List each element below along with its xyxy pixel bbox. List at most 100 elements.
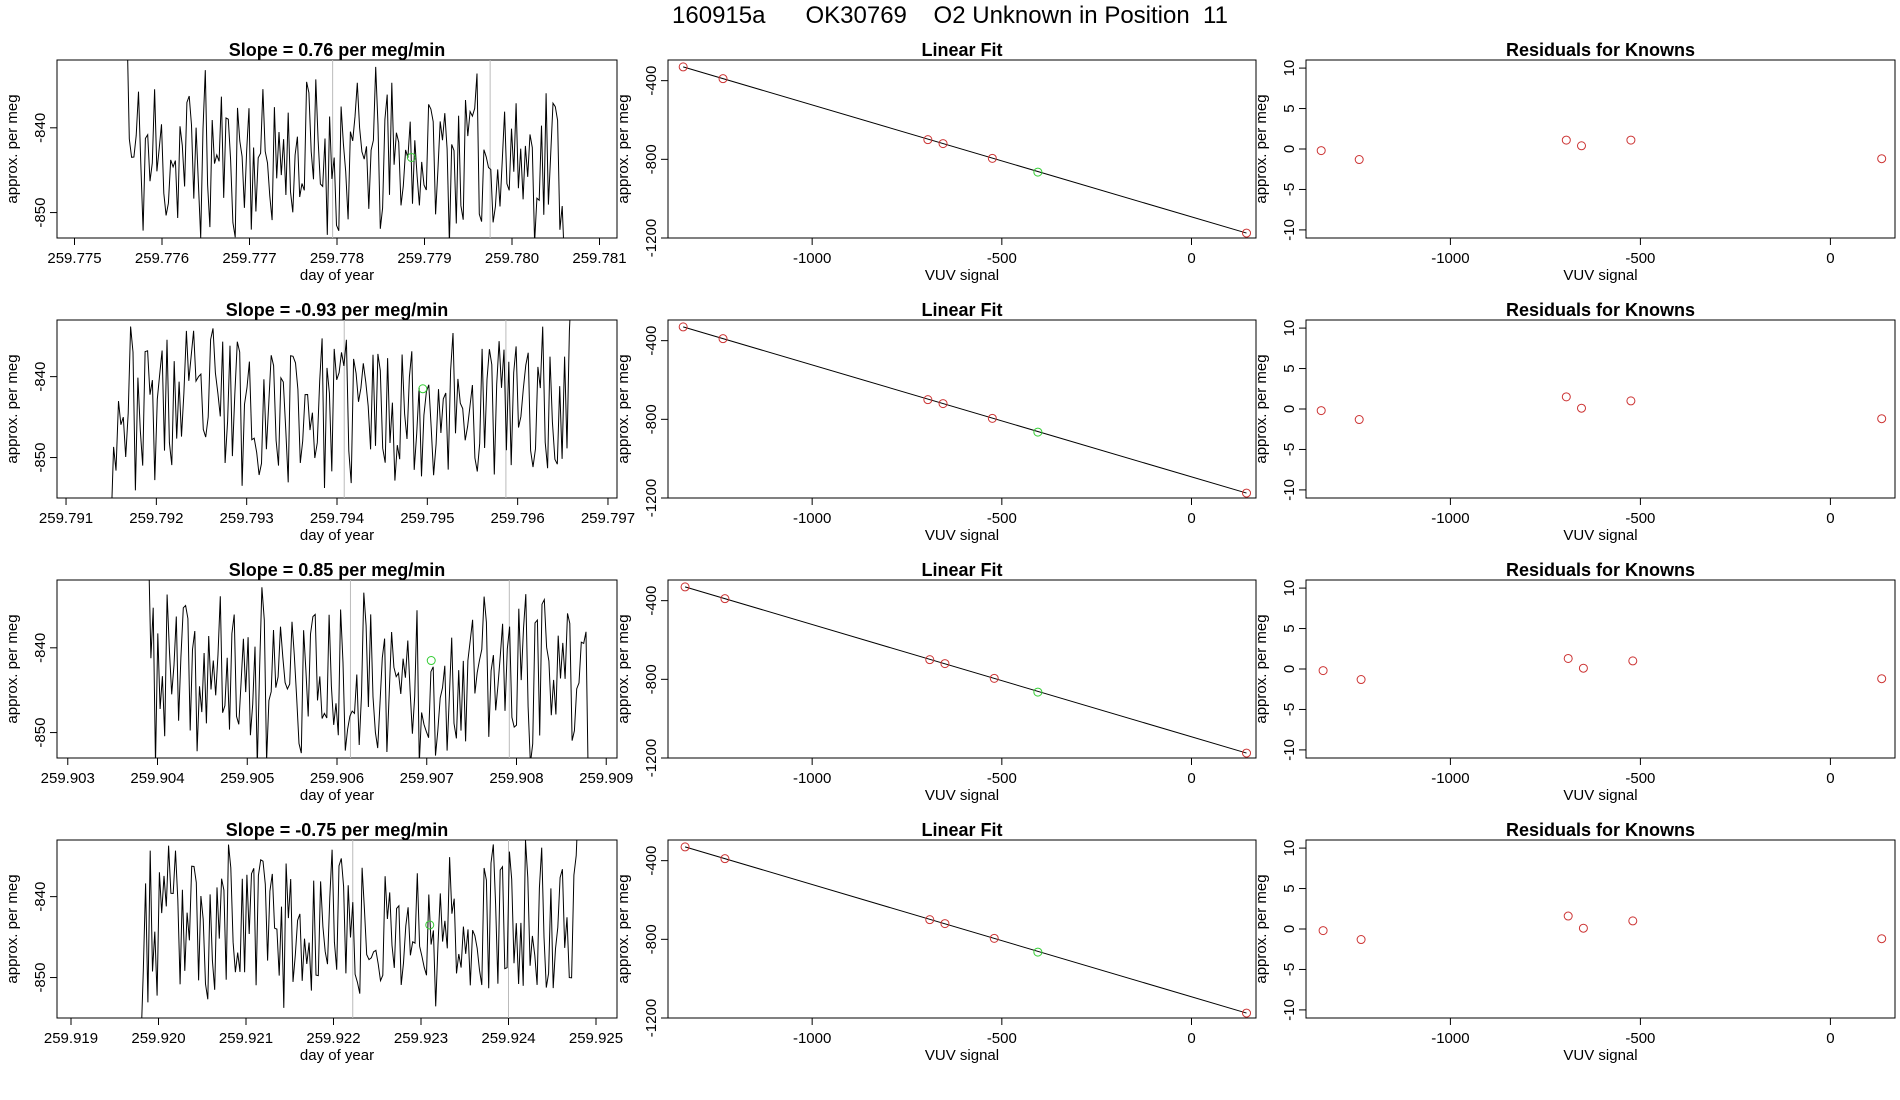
plot-frame (56, 319, 618, 499)
y-tick-label: -10 (1281, 219, 1298, 241)
known-point (923, 135, 933, 145)
unknown-point (1033, 947, 1043, 957)
x-tick-label: 259.919 (44, 1030, 98, 1047)
fit-line (684, 846, 1247, 1014)
x-tick-label: 0 (1826, 770, 1834, 787)
panel-timeseries-row4: Slope = -0.75 per meg/min 259.919 259.920 2… (4, 820, 623, 1064)
plot-data (680, 582, 1252, 758)
known-point (680, 582, 690, 592)
x-tick-label: -1000 (793, 250, 831, 267)
x-tick-label: 0 (1826, 510, 1834, 527)
x-tick-label: -500 (987, 250, 1017, 267)
panel-residuals-row3: Residuals for Knowns -1000 -500 0 VUV signal… (1253, 560, 1896, 804)
unknown-point (426, 656, 436, 666)
plot-frame (56, 59, 618, 239)
fit-line (683, 66, 1247, 234)
x-tick-label: 0 (1187, 770, 1195, 787)
known-point (925, 915, 935, 925)
x-tick-label: 259.925 (569, 1030, 623, 1047)
signal-trace (111, 320, 571, 498)
residual-point (1626, 135, 1636, 145)
x-tick-label: 259.792 (129, 510, 183, 527)
x-tick-label: 259.909 (579, 770, 633, 787)
chart-title: Linear Fit (921, 40, 1002, 60)
x-axis-label: day of year (300, 527, 374, 544)
panel-timeseries-row2: Slope = -0.93 per meg/min 259.791 259.792 2… (4, 300, 635, 544)
plot-data (141, 840, 578, 1018)
x-tick-label: 259.903 (41, 770, 95, 787)
x-tick-label: 259.777 (222, 250, 276, 267)
residual-point (1316, 406, 1326, 416)
x-tick-label: -500 (1625, 250, 1655, 267)
plot-data (1318, 911, 1887, 945)
y-tick-label: -400 (643, 326, 660, 356)
x-tick-label: 259.794 (310, 510, 364, 527)
x-tick-label: -500 (1625, 770, 1655, 787)
y-tick-label: -1200 (643, 219, 660, 257)
residual-point (1877, 674, 1887, 684)
x-tick-label: 259.922 (306, 1030, 360, 1047)
known-point (940, 659, 950, 669)
panel-linear-fit-row2: Linear Fit -1000 -500 0 VUV signal -400 -800 -1… (615, 300, 1257, 544)
x-tick-label: 259.778 (310, 250, 364, 267)
y-tick-label: -10 (1281, 739, 1298, 761)
y-axis-label: approx. per meg (1253, 614, 1270, 723)
y-tick-label: -800 (643, 664, 660, 694)
y-tick-label: -800 (643, 924, 660, 954)
y-tick-label: -10 (1281, 999, 1298, 1021)
unknown-point (406, 152, 416, 162)
plot-frame (1305, 59, 1896, 239)
fit-line (683, 326, 1247, 494)
page-title: 160915a OK30769 O2 Unknown in Position 1… (672, 2, 1228, 29)
y-tick-label: -840 (32, 633, 49, 663)
y-tick-label: -400 (643, 846, 660, 876)
y-tick-label: -800 (643, 404, 660, 434)
y-tick-label: 10 (1281, 840, 1298, 857)
x-tick-label: -1000 (1431, 250, 1469, 267)
panel-timeseries-row1: Slope = 0.76 per meg/min 259.775 259.776 25… (4, 40, 627, 284)
y-tick-label: -840 (32, 362, 49, 392)
plot-data (1316, 135, 1887, 165)
x-tick-label: -500 (987, 770, 1017, 787)
y-tick-label: -5 (1281, 183, 1298, 196)
residual-point (1628, 916, 1638, 926)
y-axis-label: approx. per meg (615, 94, 632, 203)
plot-data (678, 322, 1252, 498)
chart-title: Residuals for Knowns (1506, 40, 1695, 60)
y-tick-label: -400 (643, 66, 660, 96)
known-point (940, 919, 950, 929)
x-tick-label: -500 (1625, 510, 1655, 527)
y-tick-label: -850 (32, 198, 49, 228)
y-axis-label: approx. per meg (4, 94, 21, 203)
x-tick-label: -1000 (793, 770, 831, 787)
y-tick-label: 0 (1281, 405, 1298, 413)
chart-title: Slope = 0.76 per meg/min (229, 40, 446, 60)
residual-point (1577, 403, 1586, 413)
x-tick-label: 259.796 (491, 510, 545, 527)
x-tick-label: 259.904 (130, 770, 184, 787)
chart-title: Residuals for Knowns (1506, 300, 1695, 320)
residual-point (1318, 666, 1328, 676)
x-axis-label: VUV signal (925, 787, 999, 804)
plot-frame (667, 319, 1257, 499)
unknown-point (418, 384, 428, 394)
residual-point (1578, 663, 1588, 673)
x-axis-label: VUV signal (925, 1047, 999, 1064)
y-tick-label: 10 (1281, 60, 1298, 77)
unknown-point (425, 920, 435, 930)
panel-residuals-row2: Residuals for Knowns -1000 -500 0 VUV signal… (1253, 300, 1896, 544)
residual-point (1356, 935, 1366, 945)
chart-title: Slope = -0.93 per meg/min (226, 300, 449, 320)
plot-data (1316, 392, 1887, 425)
x-tick-label: 259.776 (135, 250, 189, 267)
known-point (987, 153, 997, 163)
y-axis-label: approx. per meg (615, 874, 632, 983)
known-point (1242, 748, 1252, 758)
known-point (678, 322, 688, 332)
y-axis-label: approx. per meg (4, 354, 21, 463)
y-tick-label: 5 (1281, 104, 1298, 112)
unknown-point (1033, 167, 1043, 177)
residual-point (1563, 653, 1573, 663)
plot-frame (667, 839, 1257, 1019)
chart-title: Slope = 0.85 per meg/min (229, 560, 446, 580)
